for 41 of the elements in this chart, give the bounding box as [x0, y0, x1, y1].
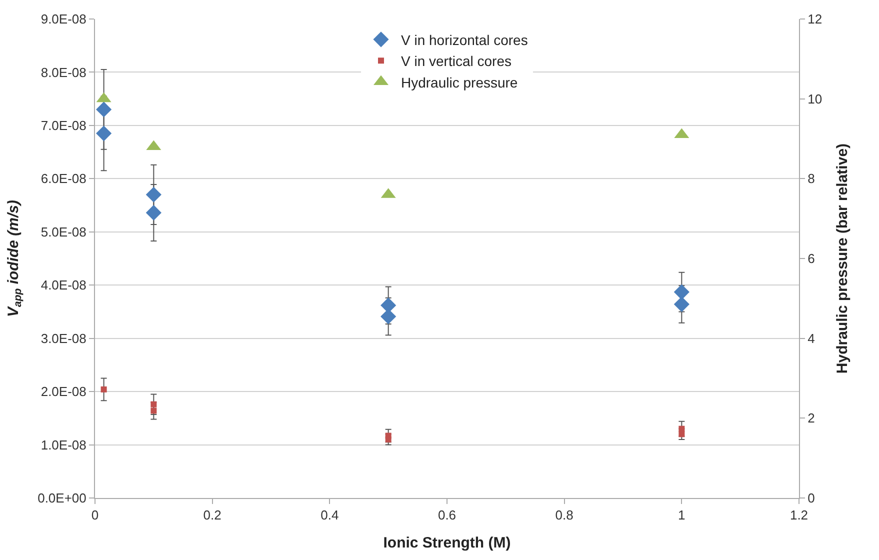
point [380, 308, 396, 324]
point [150, 408, 157, 414]
point [385, 436, 392, 442]
point [96, 126, 112, 142]
y-tick-label: 0.0E+00 [38, 490, 86, 506]
x-tick-label: 0.2 [203, 508, 222, 523]
y-tick-label: 9.0E-08 [40, 12, 86, 27]
x-tick-label: 0.8 [555, 508, 574, 523]
point [674, 296, 690, 312]
y2-tick-label: 2 [808, 410, 815, 426]
y-tick-label: 5.0E-08 [40, 224, 86, 240]
y2-tick-label: 8 [808, 171, 815, 186]
y-tick-label: 4.0E-08 [40, 278, 86, 293]
point [100, 386, 107, 392]
y2-tick-label: 12 [808, 12, 822, 27]
y2-tick-label: 0 [808, 490, 815, 506]
point [146, 186, 162, 202]
x-axis-title: Ionic Strength (M) [383, 534, 511, 552]
legend-label: Hydraulic pressure [401, 74, 518, 90]
point [146, 204, 162, 221]
x-tick-label: 0.4 [320, 508, 339, 523]
x-tick-label: 0 [91, 508, 99, 523]
point [674, 284, 690, 300]
legend-label: V in horizontal cores [401, 32, 528, 48]
y-tick-label: 1.0E-08 [40, 437, 86, 452]
y2-tick-label: 10 [808, 91, 822, 106]
y2-axis-title: Hydraulic pressure (bar relative) [834, 143, 852, 374]
y-tick-label: 8.0E-08 [40, 64, 86, 80]
y-tick-label: 6.0E-08 [40, 171, 86, 186]
point [150, 401, 157, 408]
y2-tick-label: 6 [808, 251, 815, 266]
y-tick-label: 2.0E-08 [40, 384, 86, 400]
point [678, 431, 685, 438]
x-tick-label: 1.2 [790, 508, 808, 523]
y2-tick-label: 4 [808, 330, 815, 346]
x-tick-label: 0.6 [438, 508, 456, 523]
y-tick-label: 7.0E-08 [40, 118, 86, 133]
y-tick-label: 3.0E-08 [40, 330, 86, 346]
x-tick-label: 1 [678, 508, 686, 523]
point [96, 102, 112, 118]
legend-label: V in vertical cores [401, 53, 512, 70]
